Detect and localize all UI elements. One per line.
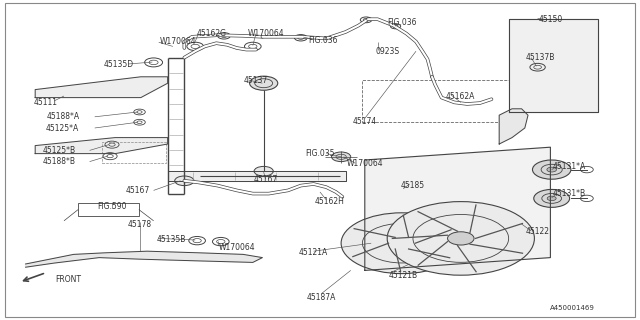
Text: 45125*B: 45125*B — [42, 146, 76, 155]
Circle shape — [547, 167, 557, 172]
Text: 45121B: 45121B — [388, 271, 418, 280]
Text: FIG.590: FIG.590 — [97, 202, 127, 211]
Text: 45121A: 45121A — [299, 248, 328, 257]
Circle shape — [390, 237, 414, 249]
Text: 45167: 45167 — [125, 186, 150, 195]
Circle shape — [175, 176, 194, 186]
Polygon shape — [26, 251, 262, 267]
Text: W170064: W170064 — [218, 243, 255, 252]
Text: FRONT: FRONT — [56, 275, 81, 284]
Text: 45178: 45178 — [127, 220, 152, 229]
Circle shape — [534, 189, 570, 207]
Polygon shape — [168, 171, 346, 181]
Text: FIG.036: FIG.036 — [387, 18, 417, 27]
Circle shape — [250, 76, 278, 90]
Text: 45162H: 45162H — [315, 197, 344, 206]
Text: W170064: W170064 — [159, 37, 196, 46]
Polygon shape — [35, 138, 168, 154]
Circle shape — [447, 232, 474, 245]
Text: 45135B: 45135B — [157, 236, 186, 244]
Circle shape — [332, 152, 351, 162]
Text: W170064: W170064 — [247, 29, 284, 38]
Text: 45162G: 45162G — [196, 29, 226, 38]
Polygon shape — [499, 109, 528, 144]
Text: 45131*B: 45131*B — [553, 189, 586, 198]
Bar — [102, 142, 166, 163]
Circle shape — [387, 202, 534, 275]
Text: 45188*A: 45188*A — [46, 112, 79, 121]
Bar — [362, 80, 515, 122]
Circle shape — [341, 213, 463, 274]
Text: A450001469: A450001469 — [550, 305, 595, 311]
Text: 45135D: 45135D — [103, 60, 134, 68]
Text: 45174: 45174 — [353, 117, 377, 126]
Text: 45122: 45122 — [525, 228, 550, 236]
Polygon shape — [35, 77, 168, 98]
Text: 45125*A: 45125*A — [46, 124, 79, 132]
Text: 45188*B: 45188*B — [42, 157, 76, 166]
Text: FIG.036: FIG.036 — [308, 36, 338, 44]
Text: 45167: 45167 — [253, 175, 278, 184]
Circle shape — [532, 160, 571, 179]
Circle shape — [547, 196, 556, 201]
Text: 45162A: 45162A — [446, 92, 476, 100]
Text: 45185: 45185 — [401, 181, 425, 190]
Text: 0923S: 0923S — [375, 47, 399, 56]
Text: 45137B: 45137B — [526, 53, 556, 62]
Text: 45150: 45150 — [538, 15, 563, 24]
Text: 45131*A: 45131*A — [553, 162, 586, 171]
Text: FIG.035: FIG.035 — [305, 149, 335, 158]
Polygon shape — [509, 19, 598, 112]
Circle shape — [254, 166, 273, 176]
Text: W170064: W170064 — [346, 159, 383, 168]
Text: 45137: 45137 — [244, 76, 268, 84]
Polygon shape — [365, 147, 550, 270]
Text: 45187A: 45187A — [307, 293, 336, 302]
Bar — [78, 203, 139, 216]
Text: 45111: 45111 — [34, 98, 58, 107]
